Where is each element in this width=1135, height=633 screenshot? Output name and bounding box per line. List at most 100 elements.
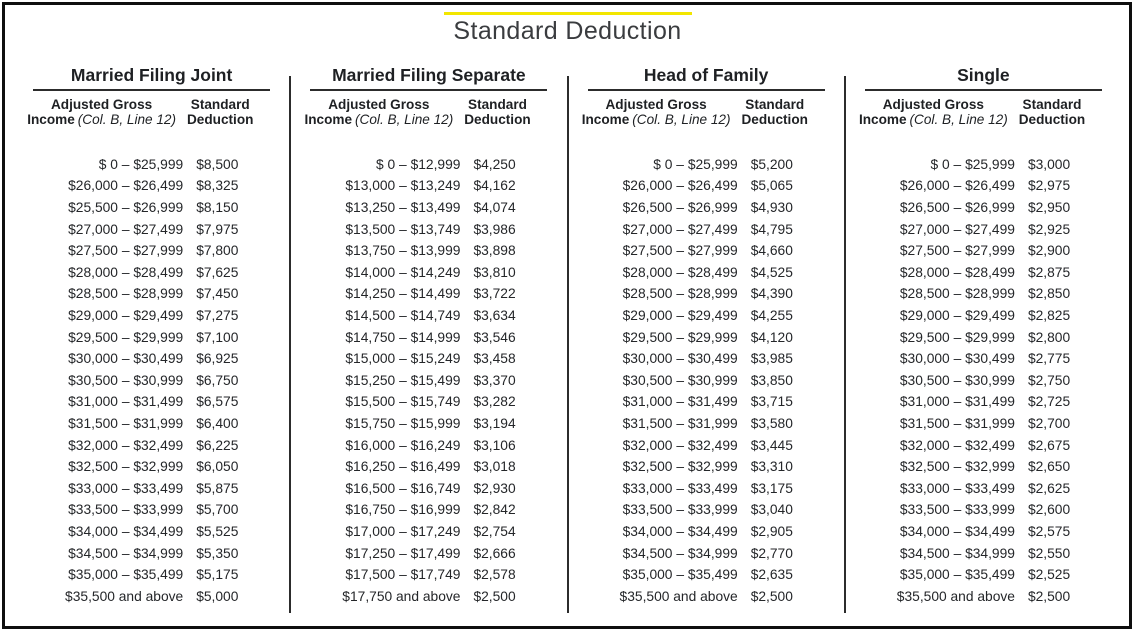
deduction-value: $2,575 (1027, 523, 1071, 539)
income-range: $34,500 – $34,999 (622, 545, 738, 561)
income-range: $15,500 – $15,749 (345, 394, 461, 410)
deduction-header-line2: Deduction (186, 112, 254, 128)
deduction-value: $2,754 (473, 523, 516, 539)
table-row: $31,000 – $31,499 $6,575 (20, 391, 283, 413)
deduction-value: $2,525 (1027, 567, 1071, 583)
table-row: $35,000 – $35,499 $2,635 (575, 564, 838, 586)
income-range: $34,000 – $34,499 (899, 523, 1015, 539)
income-range: $15,750 – $15,999 (345, 416, 461, 432)
group-column-headers: Adjusted Gross Income (Col. B, Line 12) S… (297, 97, 560, 128)
table-row: $15,000 – $15,249 $3,458 (297, 348, 560, 370)
table-row: $30,000 – $30,499 $3,985 (575, 348, 838, 370)
income-range: $17,500 – $17,749 (345, 567, 461, 583)
table-row: $31,000 – $31,499 $3,715 (575, 391, 838, 413)
deduction-value: $3,282 (473, 394, 516, 410)
income-range: $30,500 – $30,999 (899, 372, 1015, 388)
filing-status-columns: Married Filing Joint Adjusted Gross Inco… (13, 62, 1122, 615)
deduction-value: $4,074 (473, 200, 516, 216)
table-row: $33,500 – $33,999 $2,600 (852, 499, 1115, 521)
deduction-value: $6,225 (196, 437, 239, 453)
table-row: $16,000 – $16,249 $3,106 (297, 434, 560, 456)
deduction-value: $2,650 (1027, 459, 1071, 475)
income-column-header: Adjusted Gross Income (Col. B, Line 12) (297, 97, 460, 128)
table-row: $26,500 – $26,999 $4,930 (575, 197, 838, 219)
income-range: $33,000 – $33,499 (68, 480, 184, 496)
table-row: $29,000 – $29,499 $2,825 (852, 305, 1115, 327)
table-row: $28,500 – $28,999 $4,390 (575, 283, 838, 305)
income-range: $27,500 – $27,999 (68, 243, 184, 259)
table-row: $33,000 – $33,499 $5,875 (20, 478, 283, 500)
group-rows: $ 0 – $25,999 $5,200 $26,000 – $26,499 $… (575, 154, 838, 607)
group-title: Head of Family (643, 65, 769, 85)
deduction-value: $2,925 (1027, 221, 1071, 237)
table-row: $35,500 and above $2,500 (575, 585, 838, 607)
deduction-value: $5,350 (196, 545, 239, 561)
deduction-value: $4,525 (750, 264, 793, 280)
table-row: $28,000 – $28,499 $7,625 (20, 262, 283, 284)
deduction-value: $2,725 (1027, 394, 1071, 410)
group-title-rule (864, 89, 1102, 91)
income-range: $13,250 – $13,499 (345, 200, 461, 216)
income-header-line1: Adjusted Gross (605, 96, 707, 112)
income-range: $29,000 – $29,499 (899, 308, 1015, 324)
income-range: $27,000 – $27,499 (68, 221, 184, 237)
income-range: $27,000 – $27,499 (622, 221, 738, 237)
table-row: $34,500 – $34,999 $2,550 (852, 542, 1115, 564)
deduction-value: $4,162 (473, 178, 516, 194)
income-range: $31,500 – $31,999 (622, 416, 738, 432)
deduction-column-header: Standard Deduction (460, 97, 560, 128)
deduction-value: $3,194 (473, 416, 516, 432)
deduction-value: $3,040 (750, 502, 793, 518)
income-header-line2: Income (Col. B, Line 12) (575, 112, 738, 128)
deduction-value: $4,250 (473, 156, 516, 172)
deduction-value: $2,750 (1027, 372, 1071, 388)
income-range: $ 0 – $12,999 (376, 156, 461, 172)
income-range: $31,000 – $31,499 (622, 394, 738, 410)
table-row: $26,000 – $26,499 $8,325 (20, 175, 283, 197)
deduction-value: $2,635 (750, 567, 793, 583)
income-range: $28,000 – $28,499 (622, 264, 738, 280)
income-header-line2-bold: Income (304, 112, 353, 128)
table-row: $29,000 – $29,499 $7,275 (20, 305, 283, 327)
deduction-value: $7,275 (196, 308, 239, 324)
income-header-line2: Income (Col. B, Line 12) (20, 112, 183, 128)
table-row: $25,500 – $26,999 $8,150 (20, 197, 283, 219)
deduction-value: $2,905 (750, 523, 793, 539)
table-row: $26,500 – $26,999 $2,950 (852, 197, 1115, 219)
table-row: $34,000 – $34,499 $2,905 (575, 521, 838, 543)
deduction-value: $3,985 (750, 351, 793, 367)
deduction-value: $8,325 (196, 178, 239, 194)
table-row: $33,500 – $33,999 $3,040 (575, 499, 838, 521)
table-row: $17,250 – $17,499 $2,666 (297, 542, 560, 564)
deduction-header-line1: Standard (1022, 96, 1082, 112)
income-range: $14,500 – $14,749 (345, 308, 461, 324)
income-range: $35,500 and above (896, 588, 1015, 604)
deduction-header-line1: Standard (745, 96, 805, 112)
deduction-value: $4,795 (750, 221, 793, 237)
table-row: $ 0 – $25,999 $5,200 (575, 154, 838, 176)
table-row: $28,000 – $28,499 $2,875 (852, 262, 1115, 284)
income-range: $13,750 – $13,999 (345, 243, 461, 259)
income-range: $35,500 and above (619, 588, 738, 604)
income-range: $28,500 – $28,999 (622, 286, 738, 302)
table-row: $32,000 – $32,499 $3,445 (575, 434, 838, 456)
deduction-value: $2,842 (473, 502, 516, 518)
income-range: $32,500 – $32,999 (68, 459, 184, 475)
group-title: Married Filing Separate (332, 65, 526, 85)
table-row: $17,500 – $17,749 $2,578 (297, 564, 560, 586)
deduction-value: $5,875 (196, 480, 239, 496)
table-row: $29,500 – $29,999 $2,800 (852, 326, 1115, 348)
income-range: $17,750 and above (342, 588, 461, 604)
income-range: $27,500 – $27,999 (899, 243, 1015, 259)
income-range: $35,500 and above (65, 588, 184, 604)
deduction-value: $6,050 (196, 459, 239, 475)
income-header-line1: Adjusted Gross (328, 96, 430, 112)
deduction-value: $3,000 (1027, 156, 1071, 172)
deduction-value: $2,930 (473, 480, 516, 496)
table-row: $28,000 – $28,499 $4,525 (575, 262, 838, 284)
income-range: $26,500 – $26,999 (622, 200, 738, 216)
table-row: $15,500 – $15,749 $3,282 (297, 391, 560, 413)
table-row: $30,500 – $30,999 $2,750 (852, 370, 1115, 392)
deduction-header-line2: Deduction (464, 112, 531, 128)
deduction-value: $7,100 (196, 329, 239, 345)
